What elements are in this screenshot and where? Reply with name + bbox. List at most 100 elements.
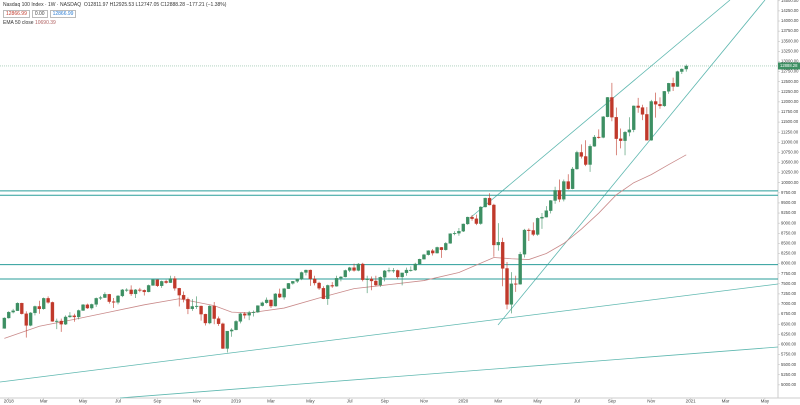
x-tick-label: May [306, 399, 315, 404]
candle-body [181, 294, 186, 300]
candle-body [59, 320, 63, 325]
candle-body [365, 278, 369, 280]
candle-body [195, 305, 199, 307]
candle-body [483, 197, 487, 208]
ohlc-legend: O12811.97 H12925.53 L12747.05 C12888.28 … [83, 2, 227, 8]
y-tick-label: 8000.00 [781, 261, 797, 266]
candle-body [680, 68, 684, 72]
y-tick-label: 12000.00 [781, 99, 799, 104]
candle-body [90, 304, 94, 309]
y-tick-label: 7500.00 [781, 281, 797, 286]
candle-body [562, 181, 566, 200]
candle-body [321, 288, 326, 299]
candle-body [107, 294, 111, 302]
candle-body [492, 204, 496, 246]
candle-body [605, 97, 610, 117]
x-tick-label: May [79, 399, 88, 404]
x-tick-label: Mar [40, 399, 48, 404]
x-tick-label: Nov [420, 399, 429, 404]
candle-body [330, 285, 334, 287]
y-tick-label: 11000.00 [781, 139, 799, 144]
candle-body [553, 190, 557, 201]
candle-body [527, 229, 531, 231]
candle-body [168, 278, 173, 283]
candle-body [382, 270, 387, 278]
candle-body [662, 91, 667, 107]
candle-body [216, 318, 221, 324]
candle-body [212, 305, 216, 319]
y-tick-label: 9250.00 [781, 210, 797, 215]
candle-body [549, 200, 553, 211]
candle-body [452, 233, 457, 235]
candle-body [46, 298, 50, 303]
y-tick-label: 13500.00 [781, 38, 799, 43]
trend-line [497, 0, 766, 326]
candle-body [653, 101, 658, 105]
candle-body [308, 269, 313, 280]
candle-body [632, 105, 636, 130]
candle-body [120, 289, 125, 297]
trend-line [119, 346, 779, 399]
y-tick-label: 11750.00 [781, 109, 799, 114]
candle-body [81, 304, 85, 311]
candle-body [291, 281, 295, 284]
candle-body [155, 279, 160, 286]
candle-body [391, 270, 396, 272]
candle-body [7, 311, 11, 319]
y-tick-label: 13750.00 [781, 28, 799, 33]
candle-body [658, 104, 662, 107]
y-tick-label: 10750.00 [781, 150, 799, 155]
candle-body [500, 242, 505, 269]
candle-body [94, 298, 98, 305]
x-tick-label: Mar [722, 399, 730, 404]
x-tick-label: Nov [647, 399, 656, 404]
candle-body [28, 312, 33, 326]
candle-body [374, 280, 378, 286]
y-tick-label: 9500.00 [781, 200, 797, 205]
candle-body [98, 297, 103, 299]
candle-body [11, 310, 15, 313]
price-box[interactable]: 0.00 [31, 10, 48, 18]
candle-body [286, 283, 291, 289]
indicator-value: 10690.39 [34, 20, 56, 26]
y-tick-label: 8250.00 [781, 251, 797, 256]
y-tick-label: 5750.00 [781, 352, 797, 357]
y-tick-label: 6250.00 [781, 331, 797, 336]
y-tick-label: 7000.00 [781, 301, 797, 306]
candle-body [540, 216, 544, 219]
candle-body [461, 223, 465, 232]
candle-body [592, 136, 597, 147]
candle-body [588, 146, 592, 165]
y-tick-label: 5000.00 [781, 382, 797, 387]
x-tick-label: May [533, 399, 542, 404]
price-box[interactable]: 12866.99 [49, 10, 77, 18]
candle-body [570, 168, 575, 189]
candle-body [444, 243, 448, 250]
candle-body [684, 65, 688, 70]
y-tick-label: 12750.00 [781, 69, 799, 74]
candle-body [426, 250, 431, 255]
candle-body [640, 107, 645, 115]
candle-body [229, 329, 234, 332]
candle-body [470, 216, 474, 219]
candle-body [614, 117, 618, 139]
candle-body [474, 218, 479, 224]
price-box[interactable]: 12866.99 [3, 10, 30, 18]
candle-body [334, 277, 339, 287]
y-tick-label: 14000.00 [781, 18, 799, 23]
candle-body [247, 312, 251, 316]
candle-body [2, 317, 7, 329]
candle-body [671, 83, 675, 87]
y-tick-label: 11250.00 [781, 129, 799, 134]
candle-body [243, 313, 247, 316]
y-tick-label: 10250.00 [781, 170, 799, 175]
candle-body [557, 190, 562, 200]
candle-body [584, 156, 588, 165]
candle-body [15, 302, 20, 311]
candle-body [111, 301, 116, 303]
candle-body [387, 270, 391, 272]
symbol-title: Nasdaq 100 Index · 1W · NASDAQ [3, 2, 82, 8]
candle-body [636, 105, 640, 108]
candle-body [177, 288, 181, 296]
x-tick-label: Mar [494, 399, 502, 404]
